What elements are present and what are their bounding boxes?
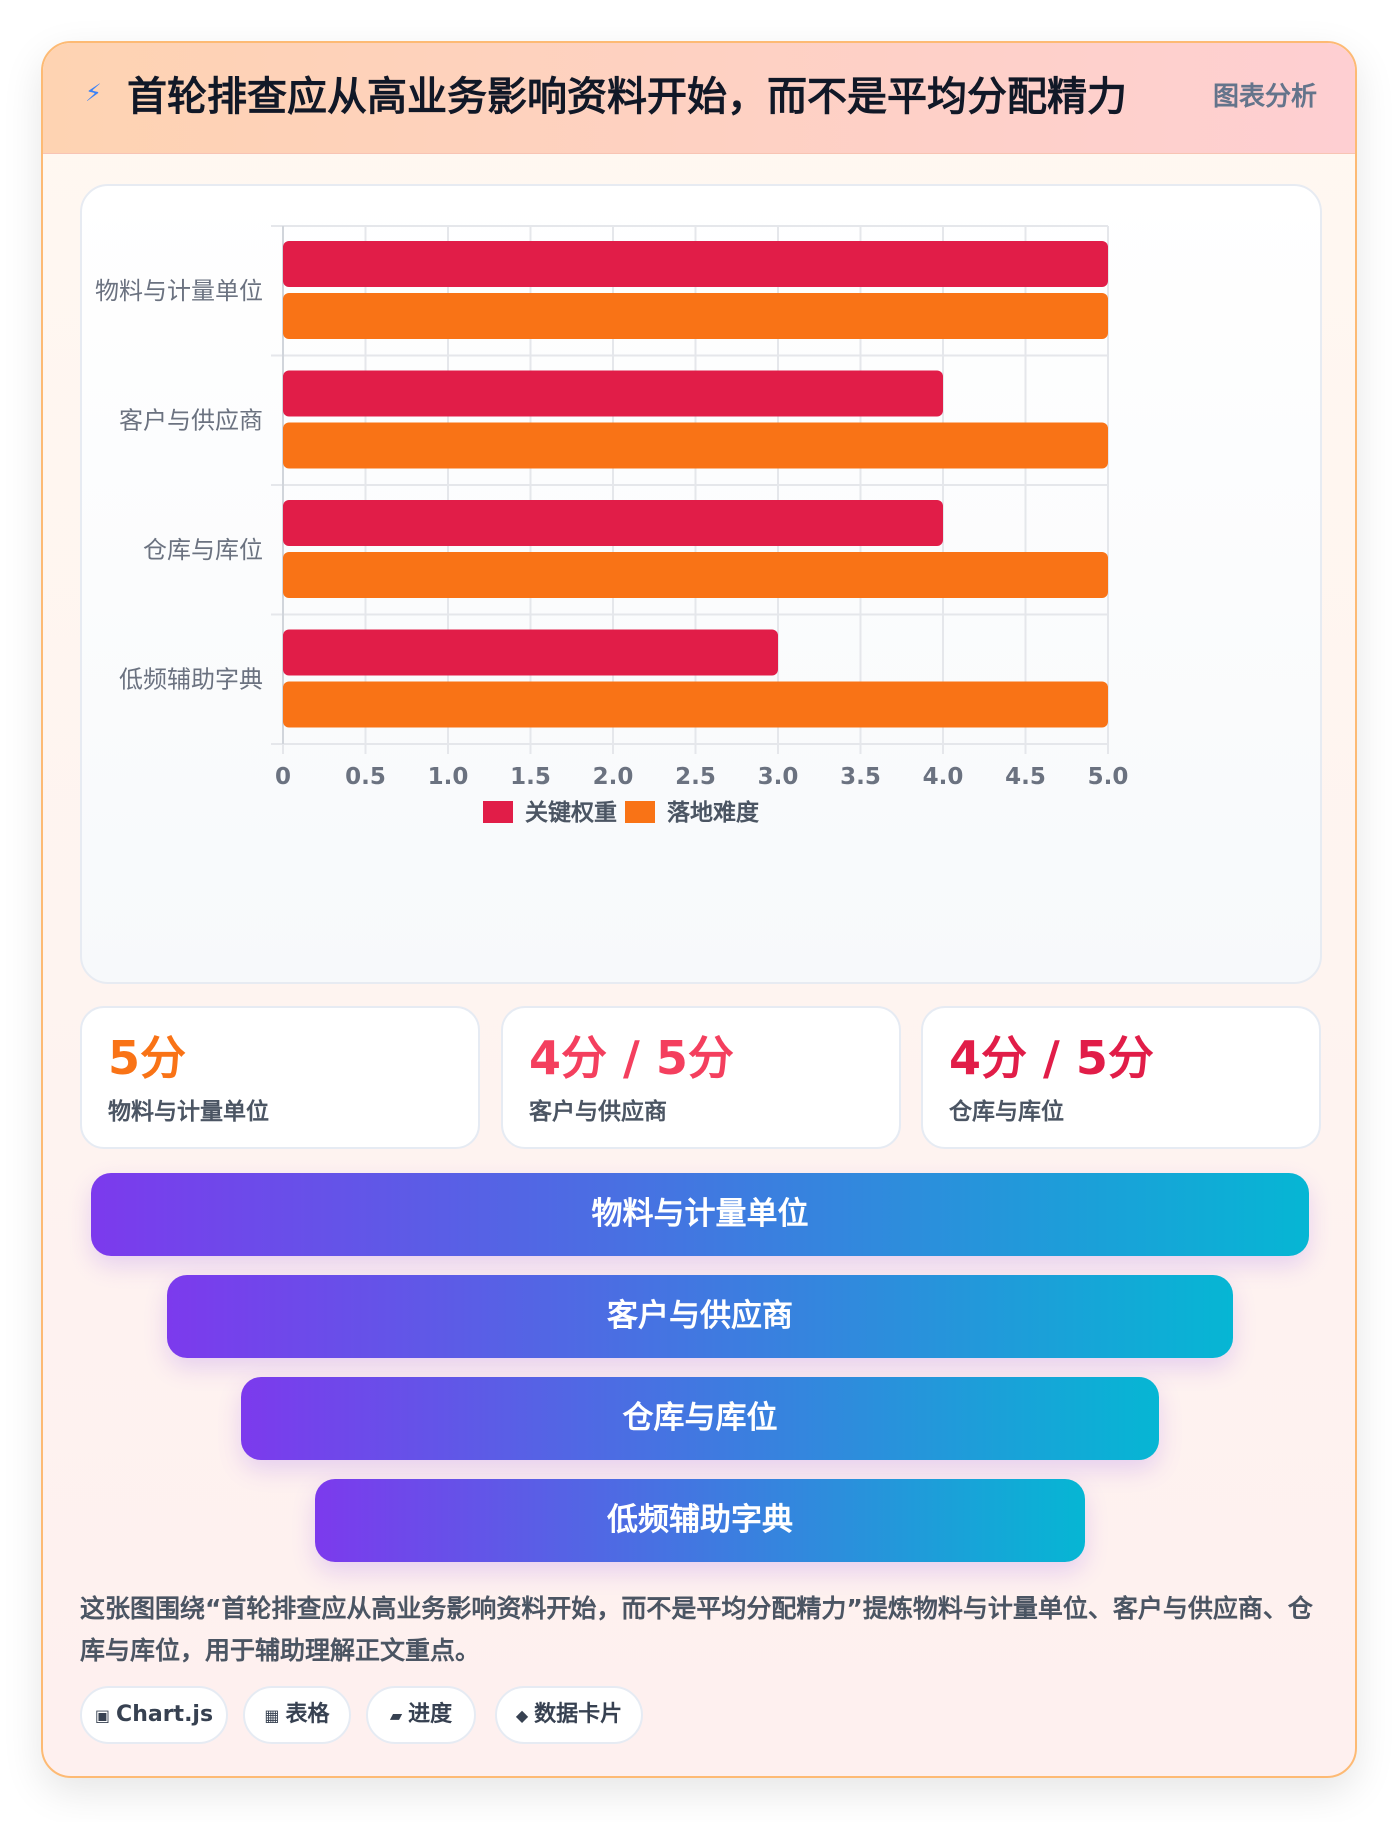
- bar-difficulty: [283, 422, 1108, 469]
- x-tick-label: 1.5: [510, 764, 551, 790]
- chip-label: 进度: [408, 1702, 453, 1727]
- funnel-step-1: 物料与计量单位: [91, 1173, 1309, 1256]
- legend-swatch: [483, 801, 513, 823]
- x-tick-label: 3.0: [758, 764, 799, 790]
- bar-difficulty: [283, 552, 1108, 598]
- bar-chart: 0 0.5 1.0 1.5 2.0 2.5 3.0 3.5 4.0 4.5 5.0 物料与计量单位客户…: [95, 225, 1129, 826]
- funnel-step-4: 低频辅助字典: [315, 1479, 1085, 1562]
- stat-value: 4分 / 5分: [949, 1031, 1154, 1085]
- progress-icon: ▰: [389, 1706, 403, 1725]
- bar-weight: [283, 629, 778, 676]
- lightning-icon: ⚡: [85, 79, 102, 107]
- stat-label: 物料与计量单位: [108, 1099, 269, 1125]
- card-header: ⚡ 首轮排查应从高业务影响资料开始，而不是平均分配精力 图表分析: [43, 43, 1355, 154]
- x-tick-label: 0: [275, 764, 291, 790]
- chip-data-cards[interactable]: ◆ 数据卡片: [495, 1686, 643, 1744]
- chip-label: 数据卡片: [534, 1702, 623, 1727]
- legend-label: 关键权重: [525, 799, 617, 826]
- category-label: 客户与供应商: [119, 406, 263, 434]
- stat-value: 4分 / 5分: [529, 1031, 734, 1085]
- chart-icon: ▣: [94, 1706, 111, 1725]
- category-label: 仓库与库位: [143, 536, 263, 564]
- funnel-step-2: 客户与供应商: [167, 1275, 1233, 1358]
- table-icon: ▦: [264, 1706, 280, 1725]
- chart-card: ⚡ 首轮排查应从高业务影响资料开始，而不是平均分配精力 图表分析 0 0.5 1.0…: [41, 41, 1357, 1778]
- stat-card-1: 5分 物料与计量单位: [80, 1006, 480, 1149]
- x-tick-label: 4.5: [1005, 764, 1046, 790]
- chart-description: 这张图围绕“首轮排查应从高业务影响资料开始，而不是平均分配精力”提炼物料与计量单…: [80, 1594, 1313, 1665]
- chip-chartjs[interactable]: ▣ Chart.js: [80, 1686, 228, 1744]
- x-tick-label: 2.0: [593, 764, 634, 790]
- page-title: 首轮排查应从高业务影响资料开始，而不是平均分配精力: [127, 74, 1127, 120]
- bar-weight: [283, 500, 943, 546]
- x-tick-label: 0.5: [345, 764, 386, 790]
- stat-label: 客户与供应商: [529, 1099, 667, 1125]
- stat-card-3: 4分 / 5分 仓库与库位: [921, 1006, 1321, 1149]
- funnel-step-3: 仓库与库位: [241, 1377, 1159, 1460]
- bar-weight: [283, 370, 943, 417]
- bar-difficulty: [283, 293, 1108, 339]
- bar-weight: [283, 241, 1108, 287]
- stat-label: 仓库与库位: [949, 1099, 1064, 1125]
- stat-card-2: 4分 / 5分 客户与供应商: [501, 1006, 901, 1149]
- category-label: 低频辅助字典: [119, 665, 263, 693]
- x-tick-label: 1.0: [428, 764, 469, 790]
- legend-label: 落地难度: [667, 799, 760, 826]
- x-tick-label: 5.0: [1088, 764, 1129, 790]
- chip-progress[interactable]: ▰ 进度: [366, 1686, 476, 1744]
- chip-label: Chart.js: [116, 1702, 214, 1727]
- category-label: 物料与计量单位: [95, 277, 263, 305]
- diamond-icon: ◆: [515, 1706, 529, 1725]
- chip-table[interactable]: ▦ 表格: [243, 1686, 351, 1744]
- x-tick-label: 3.5: [840, 764, 881, 790]
- chart-analysis-tag: 图表分析: [1212, 82, 1317, 112]
- x-tick-label: 4.0: [923, 764, 964, 790]
- legend-swatch: [625, 801, 655, 823]
- x-tick-label: 2.5: [675, 764, 716, 790]
- chip-label: 表格: [285, 1702, 330, 1727]
- chart-panel: 0 0.5 1.0 1.5 2.0 2.5 3.0 3.5 4.0 4.5 5.0 物料与计量单位客户…: [80, 184, 1322, 984]
- stat-value: 5分: [108, 1031, 187, 1085]
- bar-difficulty: [283, 681, 1108, 728]
